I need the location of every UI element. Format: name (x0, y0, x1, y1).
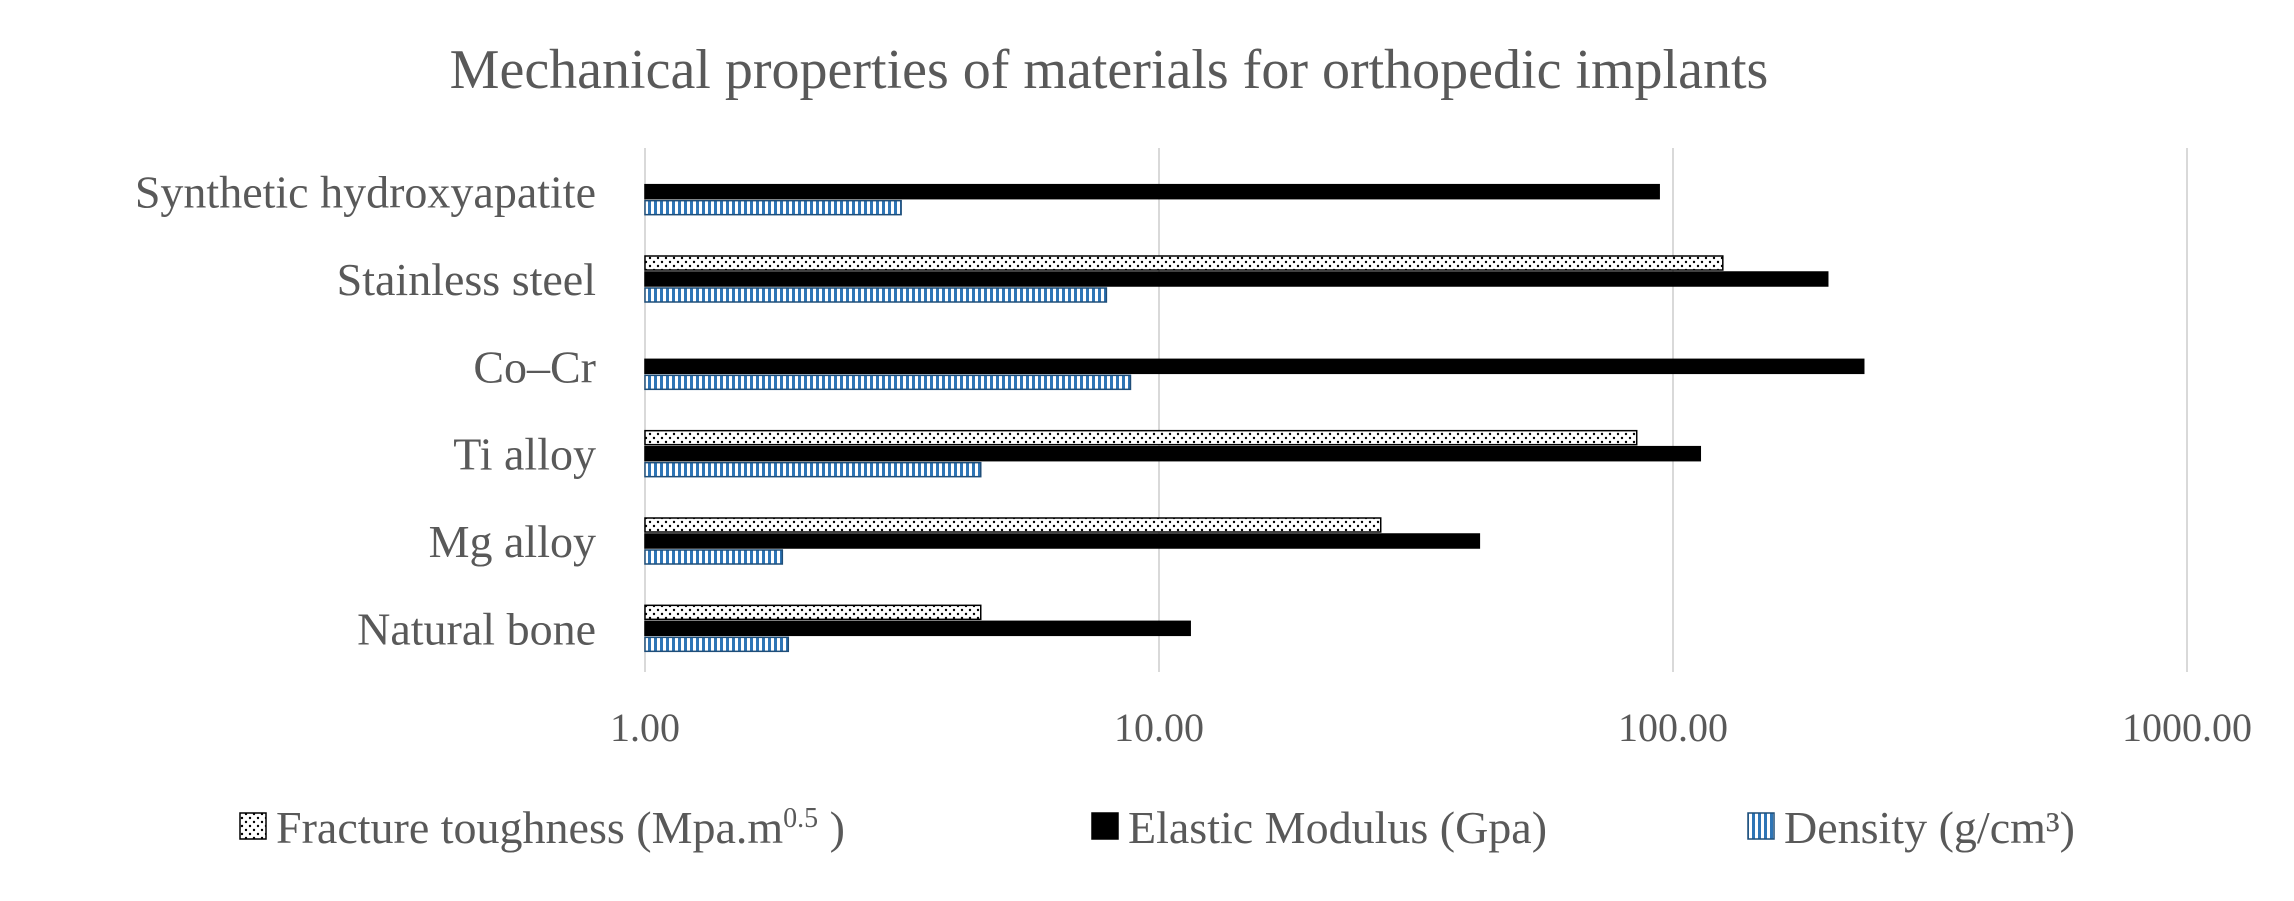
bar (644, 199, 902, 216)
bar (644, 549, 784, 565)
category-label: Natural bone (357, 603, 596, 654)
category-label: Stainless steel (337, 254, 596, 305)
gridlines (644, 148, 2188, 672)
category-label: Synthetic hydroxyapatite (135, 167, 596, 218)
bar (644, 429, 1638, 446)
x-tick-label: 100.00 (1618, 705, 1728, 750)
x-tick-label: 10.00 (1114, 705, 1204, 750)
bar (644, 374, 1132, 391)
category-label: Co–Cr (473, 341, 596, 392)
bar (644, 271, 1829, 287)
category-label: Mg alloy (429, 516, 596, 567)
x-tick-label: 1000.00 (2122, 705, 2252, 750)
x-tick-labels: 1.00 10.00 100.00 1000.00 (610, 705, 2252, 750)
x-tick-label: 1.00 (610, 705, 680, 750)
legend-entry: Density (g/cm³) (1784, 802, 2075, 853)
bar (644, 445, 1702, 462)
category-labels: Synthetic hydroxyapatite Stainless steel C… (135, 167, 596, 655)
category-label: Ti alloy (453, 429, 596, 480)
bar (644, 358, 1865, 375)
bar (644, 620, 1191, 637)
chart-title: Mechanical properties of materials for o… (450, 39, 1769, 101)
legend-swatch (1747, 812, 1775, 840)
bars (644, 183, 1865, 653)
bar (644, 636, 790, 653)
bar (644, 533, 1481, 549)
legend: Fracture toughness (Mpa.m0.5 ) Elastic Mo… (239, 802, 2075, 853)
bar (644, 183, 1660, 200)
bar (644, 255, 1724, 271)
legend-entry: Fracture toughness (Mpa.m0.5 ) (276, 802, 845, 853)
bar (644, 604, 982, 621)
legend-swatch (1091, 812, 1119, 840)
bar (644, 461, 982, 478)
bar (644, 517, 1382, 533)
legend-swatch (239, 812, 267, 840)
legend-entry: Elastic Modulus (Gpa) (1128, 802, 1547, 853)
bar (644, 287, 1108, 303)
